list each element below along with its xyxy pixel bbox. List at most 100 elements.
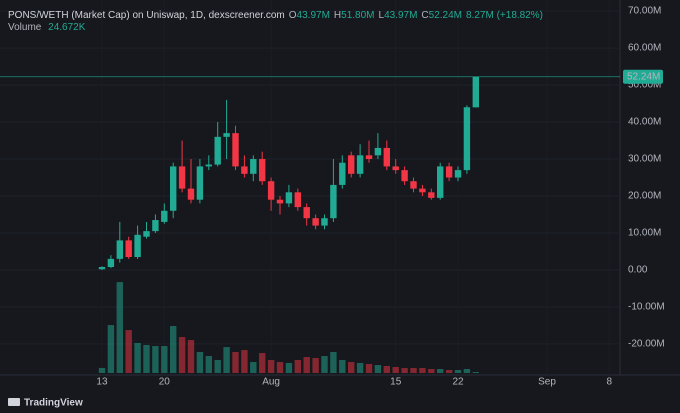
candle-body	[374, 147, 382, 156]
volume-bar	[401, 368, 408, 373]
y-tick-label: -20.00M	[628, 339, 665, 350]
ohlc-label: H	[334, 10, 341, 21]
candle-body	[454, 170, 462, 178]
candle-body	[143, 231, 150, 237]
ohlc-value: 43.97M	[384, 10, 417, 21]
ohlc-value: 51.80M	[341, 10, 374, 21]
volume-label: Volume	[8, 22, 42, 33]
volume-bar	[428, 368, 435, 373]
volume-bar	[143, 345, 150, 373]
volume-bar	[437, 368, 444, 373]
candle-body	[214, 136, 221, 165]
candle-body	[107, 258, 115, 268]
x-tick-label: 13	[96, 377, 108, 388]
candle-body	[116, 240, 123, 259]
candle-body	[250, 159, 257, 174]
candle-body	[330, 184, 337, 219]
volume-bar	[178, 337, 186, 373]
logo-text: TradingView	[24, 398, 83, 409]
volume-bar	[348, 362, 355, 373]
x-tick-label: Sep	[538, 377, 556, 388]
ohlc-label: O	[289, 10, 297, 21]
y-tick-label: 30.00M	[628, 154, 661, 165]
y-tick-label: 50.00M	[628, 80, 661, 91]
volume-bar	[276, 362, 284, 373]
candle-body	[312, 218, 319, 226]
volume-bar	[241, 350, 248, 373]
volume-bar	[107, 325, 115, 373]
axis-layer: 70.00M 60.00M 50.00M 40.00M 30.00M 20.00M 10.0…	[96, 6, 664, 388]
change: 8.27M (+18.82%)	[466, 10, 543, 21]
volume-bar	[472, 372, 480, 373]
volume-bar	[356, 362, 364, 373]
volume-bar	[285, 362, 293, 373]
ohlc-label: C	[421, 10, 428, 21]
candle-body	[259, 159, 266, 182]
volume-bar	[223, 347, 230, 373]
volume-bar	[312, 358, 319, 373]
x-tick-label: Aug	[262, 377, 280, 388]
candle-body	[134, 234, 141, 258]
ohlc-value: 43.97M	[297, 10, 330, 21]
y-tick-label: 70.00M	[628, 6, 661, 17]
candle-body	[348, 155, 355, 174]
volume-bar	[259, 353, 266, 373]
candle-body	[232, 133, 239, 167]
candle-body	[125, 240, 132, 258]
candle-body	[223, 133, 230, 137]
candle-body	[303, 207, 310, 219]
last-price-badge	[623, 69, 663, 84]
candle-body	[294, 192, 302, 208]
candle-body	[267, 181, 275, 200]
candle-body	[178, 166, 186, 189]
volume-bar	[419, 368, 426, 373]
candle-body	[365, 155, 373, 160]
candle-body	[98, 267, 106, 270]
candle-body	[205, 164, 213, 167]
volume-bar	[463, 368, 471, 373]
volume-bar	[250, 362, 257, 373]
volume-bar	[152, 346, 159, 373]
candle-body	[401, 170, 408, 182]
candle-body	[437, 166, 444, 198]
y-tick-label: 10.00M	[628, 228, 661, 239]
candle-body	[356, 155, 364, 174]
x-tick-label: 22	[452, 377, 464, 388]
y-tick-label: 40.00M	[628, 117, 661, 128]
candle-layer	[0, 76, 620, 270]
x-tick-label: 15	[390, 377, 402, 388]
volume-layer	[98, 282, 480, 373]
y-tick-label: 60.00M	[628, 43, 661, 54]
volume-bar	[410, 368, 417, 373]
y-tick-label: 0.00	[628, 265, 648, 276]
volume-bar	[365, 364, 373, 373]
ohlc-value: 52.24M	[429, 10, 462, 21]
last-price-label: 52.24M	[627, 71, 660, 82]
volume-bar	[134, 343, 141, 373]
candle-body	[472, 76, 480, 108]
candle-body	[410, 181, 417, 189]
candle-body	[392, 166, 399, 171]
volume-bar	[294, 360, 302, 373]
candle-body	[196, 166, 204, 200]
volume-bar	[187, 340, 195, 373]
symbol: PONS/WETH (Market Cap) on Uniswap, 1D, d…	[8, 10, 285, 21]
volume-bar	[196, 352, 204, 373]
candle-body	[187, 188, 195, 200]
volume-bar	[214, 360, 221, 373]
volume-bar	[303, 357, 310, 373]
candle-body	[445, 166, 453, 178]
candle-body	[419, 188, 426, 193]
x-tick-label: 20	[159, 377, 171, 388]
volume-bar	[392, 367, 399, 373]
volume-bar	[116, 282, 123, 373]
candle-body	[463, 107, 471, 171]
logo-icon	[8, 398, 20, 406]
candle-body	[241, 166, 248, 174]
x-tick-label: 8	[607, 377, 613, 388]
candle-body	[428, 192, 435, 198]
volume-value: 24.672K	[48, 22, 86, 33]
ohlc-label: L	[379, 10, 385, 21]
